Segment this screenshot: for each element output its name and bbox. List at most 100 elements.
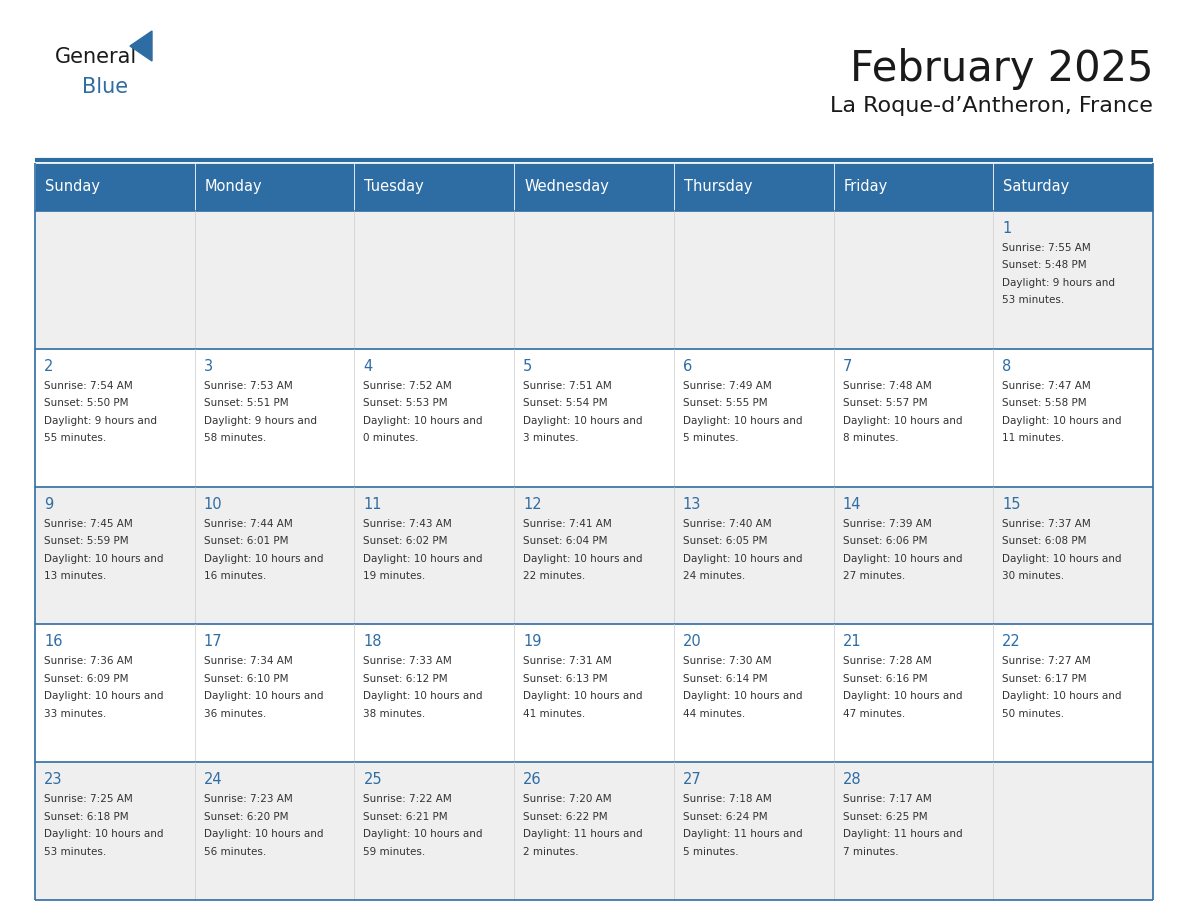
Text: 2 minutes.: 2 minutes.	[523, 846, 579, 856]
Text: Sunrise: 7:45 AM: Sunrise: 7:45 AM	[44, 519, 133, 529]
Text: Sunset: 6:17 PM: Sunset: 6:17 PM	[1003, 674, 1087, 684]
Text: 18: 18	[364, 634, 381, 649]
Bar	[674, 624, 834, 762]
Text: 56 minutes.: 56 minutes.	[203, 846, 266, 856]
Text: Daylight: 10 hours and: Daylight: 10 hours and	[364, 554, 484, 564]
Bar	[674, 211, 834, 349]
Text: 47 minutes.: 47 minutes.	[842, 709, 905, 719]
Bar	[195, 163, 354, 211]
Bar	[834, 163, 993, 211]
Text: Sunset: 6:02 PM: Sunset: 6:02 PM	[364, 536, 448, 546]
Text: Daylight: 10 hours and: Daylight: 10 hours and	[364, 691, 484, 701]
Text: Daylight: 10 hours and: Daylight: 10 hours and	[203, 691, 323, 701]
Text: Sunrise: 7:36 AM: Sunrise: 7:36 AM	[44, 656, 133, 666]
Bar	[195, 349, 354, 487]
Text: 19: 19	[523, 634, 542, 649]
Text: Sunset: 6:13 PM: Sunset: 6:13 PM	[523, 674, 608, 684]
Text: Daylight: 9 hours and: Daylight: 9 hours and	[1003, 278, 1116, 288]
Text: Daylight: 11 hours and: Daylight: 11 hours and	[523, 829, 643, 839]
Text: Sunset: 6:22 PM: Sunset: 6:22 PM	[523, 812, 608, 822]
Bar	[834, 487, 993, 624]
Text: 5: 5	[523, 359, 532, 374]
Polygon shape	[129, 31, 152, 61]
Bar	[34, 624, 195, 762]
Text: Sunset: 6:20 PM: Sunset: 6:20 PM	[203, 812, 289, 822]
Text: 28: 28	[842, 772, 861, 788]
Text: 0 minutes.: 0 minutes.	[364, 433, 419, 443]
Text: Daylight: 9 hours and: Daylight: 9 hours and	[44, 416, 157, 426]
Text: Sunset: 6:10 PM: Sunset: 6:10 PM	[203, 674, 289, 684]
Bar	[514, 163, 674, 211]
Text: Thursday: Thursday	[684, 180, 752, 195]
Text: Sunrise: 7:47 AM: Sunrise: 7:47 AM	[1003, 381, 1091, 391]
Text: Daylight: 10 hours and: Daylight: 10 hours and	[683, 691, 802, 701]
Text: Sunrise: 7:55 AM: Sunrise: 7:55 AM	[1003, 243, 1091, 253]
Text: 15: 15	[1003, 497, 1020, 511]
Bar	[834, 211, 993, 349]
Text: Sunrise: 7:43 AM: Sunrise: 7:43 AM	[364, 519, 453, 529]
Text: Tuesday: Tuesday	[365, 180, 424, 195]
Text: Sunrise: 7:20 AM: Sunrise: 7:20 AM	[523, 794, 612, 804]
Text: Sunset: 5:51 PM: Sunset: 5:51 PM	[203, 398, 289, 409]
Text: 22: 22	[1003, 634, 1020, 649]
Text: 8: 8	[1003, 359, 1011, 374]
Text: Sunset: 5:55 PM: Sunset: 5:55 PM	[683, 398, 767, 409]
Text: 17: 17	[203, 634, 222, 649]
Text: 24 minutes.: 24 minutes.	[683, 571, 745, 581]
Text: 7 minutes.: 7 minutes.	[842, 846, 898, 856]
Text: Sunrise: 7:48 AM: Sunrise: 7:48 AM	[842, 381, 931, 391]
Text: Sunrise: 7:34 AM: Sunrise: 7:34 AM	[203, 656, 292, 666]
Text: 10: 10	[203, 497, 222, 511]
Text: Daylight: 10 hours and: Daylight: 10 hours and	[683, 416, 802, 426]
Text: Sunset: 6:09 PM: Sunset: 6:09 PM	[44, 674, 128, 684]
Bar	[195, 762, 354, 900]
Text: Sunrise: 7:51 AM: Sunrise: 7:51 AM	[523, 381, 612, 391]
Text: Sunday: Sunday	[45, 180, 100, 195]
Bar	[993, 762, 1154, 900]
Text: 25: 25	[364, 772, 383, 788]
Text: 20: 20	[683, 634, 702, 649]
Text: Daylight: 10 hours and: Daylight: 10 hours and	[44, 829, 164, 839]
Text: 22 minutes.: 22 minutes.	[523, 571, 586, 581]
Text: Daylight: 10 hours and: Daylight: 10 hours and	[364, 416, 484, 426]
Text: Sunset: 5:54 PM: Sunset: 5:54 PM	[523, 398, 608, 409]
Text: 50 minutes.: 50 minutes.	[1003, 709, 1064, 719]
Text: 5 minutes.: 5 minutes.	[683, 846, 739, 856]
Text: Daylight: 10 hours and: Daylight: 10 hours and	[364, 829, 484, 839]
Text: Saturday: Saturday	[1004, 180, 1069, 195]
Text: Sunset: 6:01 PM: Sunset: 6:01 PM	[203, 536, 289, 546]
Text: Sunset: 5:48 PM: Sunset: 5:48 PM	[1003, 261, 1087, 271]
Text: La Roque-d’Antheron, France: La Roque-d’Antheron, France	[830, 96, 1154, 116]
Text: 26: 26	[523, 772, 542, 788]
Bar	[34, 762, 195, 900]
Text: Sunrise: 7:33 AM: Sunrise: 7:33 AM	[364, 656, 453, 666]
Text: Daylight: 10 hours and: Daylight: 10 hours and	[523, 554, 643, 564]
Bar	[354, 349, 514, 487]
Text: Sunset: 6:16 PM: Sunset: 6:16 PM	[842, 674, 927, 684]
Text: Daylight: 10 hours and: Daylight: 10 hours and	[1003, 416, 1121, 426]
Text: Sunset: 5:58 PM: Sunset: 5:58 PM	[1003, 398, 1087, 409]
Text: 33 minutes.: 33 minutes.	[44, 709, 106, 719]
Text: 11 minutes.: 11 minutes.	[1003, 433, 1064, 443]
Text: 44 minutes.: 44 minutes.	[683, 709, 745, 719]
Text: Friday: Friday	[843, 180, 887, 195]
Text: Daylight: 11 hours and: Daylight: 11 hours and	[842, 829, 962, 839]
Text: Daylight: 10 hours and: Daylight: 10 hours and	[842, 416, 962, 426]
Text: 59 minutes.: 59 minutes.	[364, 846, 425, 856]
Text: Sunrise: 7:40 AM: Sunrise: 7:40 AM	[683, 519, 771, 529]
Text: 27: 27	[683, 772, 702, 788]
Bar	[195, 624, 354, 762]
Text: Sunrise: 7:27 AM: Sunrise: 7:27 AM	[1003, 656, 1091, 666]
Bar	[195, 487, 354, 624]
Bar	[34, 349, 195, 487]
Text: Sunset: 6:14 PM: Sunset: 6:14 PM	[683, 674, 767, 684]
Text: Sunset: 6:08 PM: Sunset: 6:08 PM	[1003, 536, 1087, 546]
Text: 12: 12	[523, 497, 542, 511]
Text: 58 minutes.: 58 minutes.	[203, 433, 266, 443]
Text: 11: 11	[364, 497, 381, 511]
Text: Sunset: 6:18 PM: Sunset: 6:18 PM	[44, 812, 128, 822]
Text: Daylight: 11 hours and: Daylight: 11 hours and	[683, 829, 802, 839]
Text: Sunrise: 7:39 AM: Sunrise: 7:39 AM	[842, 519, 931, 529]
Text: 8 minutes.: 8 minutes.	[842, 433, 898, 443]
Text: General: General	[55, 47, 138, 67]
